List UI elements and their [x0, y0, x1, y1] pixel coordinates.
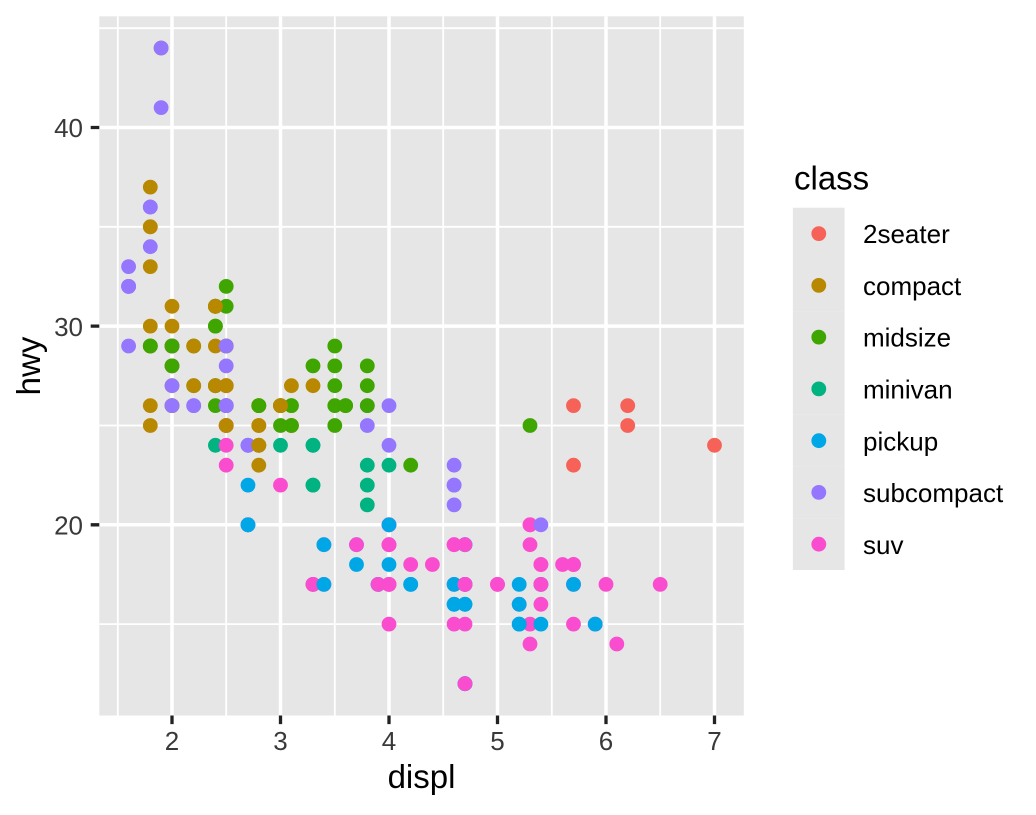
svg-text:compact: compact: [863, 271, 962, 301]
svg-text:midsize: midsize: [863, 323, 951, 353]
svg-text:class: class: [794, 160, 869, 197]
svg-text:pickup: pickup: [863, 426, 938, 456]
svg-text:7: 7: [707, 726, 721, 756]
svg-text:5: 5: [490, 726, 504, 756]
svg-text:suv: suv: [863, 530, 903, 560]
svg-text:20: 20: [54, 510, 83, 540]
svg-text:2seater: 2seater: [863, 219, 950, 249]
svg-text:minivan: minivan: [863, 375, 953, 405]
svg-text:displ: displ: [388, 758, 456, 795]
svg-text:2: 2: [165, 726, 179, 756]
svg-text:6: 6: [599, 726, 613, 756]
svg-text:30: 30: [54, 312, 83, 342]
svg-text:subcompact: subcompact: [863, 478, 1004, 508]
svg-text:40: 40: [54, 113, 83, 143]
svg-text:4: 4: [382, 726, 396, 756]
svg-text:hwy: hwy: [10, 336, 47, 395]
svg-text:3: 3: [273, 726, 287, 756]
